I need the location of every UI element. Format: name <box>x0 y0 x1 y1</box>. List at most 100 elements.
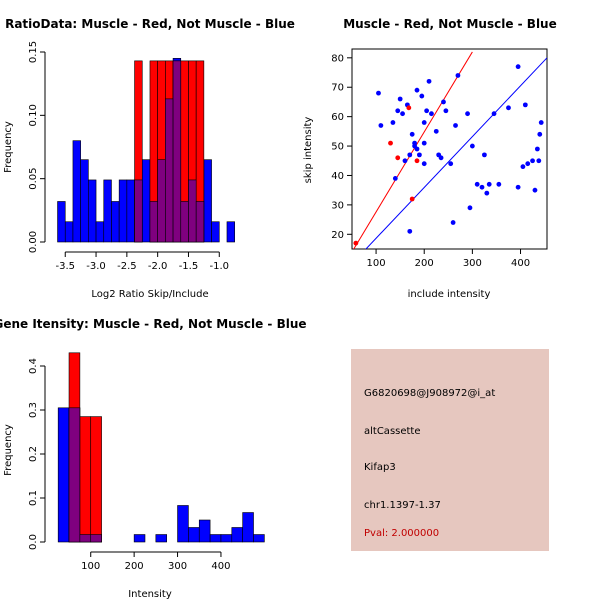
ratio-blue-bar <box>226 221 235 243</box>
probe-id: G6820698@J908972@i_at <box>364 388 495 399</box>
ratio-overlap-bar <box>172 60 182 243</box>
intensity-scatter-xlabel: include intensity <box>408 289 491 300</box>
ratio-blue-bar <box>80 159 89 243</box>
blue-point <box>465 111 470 117</box>
blue-point <box>474 181 480 187</box>
ratio-blue-bar <box>72 140 81 243</box>
ratio-x-tick-label: -3.5 <box>55 261 75 272</box>
ratio-x-tick-label: -1.5 <box>179 261 199 272</box>
intensity-red-bar <box>79 416 92 543</box>
red-point <box>406 105 412 111</box>
ratio-blue-bar <box>64 221 74 243</box>
ratio-blue-bar <box>103 179 112 243</box>
blue-point <box>486 181 492 187</box>
ratio-histogram-axes: -3.5 -3.0 -2.5 -2.0 -1.5 -1.0 0.00 0.05 0.10 0.15 <box>28 41 229 272</box>
intensity-blue-bar <box>188 527 200 543</box>
intensity-scatter-ylabel: skip intensity <box>303 117 314 184</box>
intensity-scatter: Muscle - Red, Not Muscle - Blue 100 200 30… <box>303 17 557 300</box>
intensity-histogram: Gene Itensity: Muscle - Red, Not Muscle … <box>0 317 307 600</box>
blue-point <box>448 161 454 167</box>
intensity-histogram-title: Gene Itensity: Muscle - Red, Not Muscle … <box>0 317 307 331</box>
intensity-overlap-bar <box>68 407 81 543</box>
blue-point <box>491 111 497 117</box>
blue-point <box>515 184 521 190</box>
blue-point <box>515 64 521 70</box>
intensity-scatter-title: Muscle - Red, Not Muscle - Blue <box>343 17 557 31</box>
blue-point <box>530 158 535 164</box>
blue-point <box>467 205 473 211</box>
blue-point <box>455 73 461 78</box>
intensity-y-tick-label: 0.2 <box>28 446 39 462</box>
scatter-fit-lines <box>353 51 547 249</box>
blue-point <box>453 123 458 128</box>
intensity-y-tick-label: 0.1 <box>28 490 39 506</box>
blue-point <box>392 176 398 181</box>
blue-point <box>496 181 502 187</box>
blue-fit-line <box>365 57 547 249</box>
scatter-y-tick-label: 20 <box>331 230 344 241</box>
red-point <box>395 155 401 161</box>
intensity-blue-bar <box>231 527 243 543</box>
blue-point <box>412 140 417 146</box>
blue-point <box>506 105 511 111</box>
blue-point <box>414 87 420 93</box>
intensity-blue-bar <box>209 534 222 543</box>
scatter-y-tick-label: 70 <box>331 83 344 94</box>
event-type: altCassette <box>364 426 421 437</box>
blue-point <box>443 108 449 114</box>
ratio-y-tick-label: 0.00 <box>28 231 39 253</box>
intensity-blue-bar <box>133 534 146 543</box>
ratio-blue-bar <box>57 201 66 243</box>
p-value: Pval: 2.000000 <box>364 528 439 539</box>
blue-point <box>419 93 425 99</box>
blue-point <box>417 152 422 158</box>
blue-point <box>402 158 408 164</box>
blue-point <box>421 161 427 167</box>
intensity-histogram-bars <box>57 352 265 543</box>
blue-point <box>390 120 396 125</box>
ratio-x-tick-label: -2.5 <box>117 261 137 272</box>
ratio-overlap-bar <box>165 98 174 243</box>
scatter-x-tick-label: 200 <box>415 258 434 269</box>
ratio-x-tick-label: -1.0 <box>210 261 230 272</box>
blue-point <box>407 152 413 158</box>
ratio-histogram: RatioData: Muscle - Red, Not Muscle - Bl… <box>3 17 295 300</box>
ratio-blue-bar <box>111 201 120 243</box>
intensity-histogram-xlabel: Intensity <box>128 589 172 600</box>
intensity-x-tick-label: 100 <box>81 561 100 572</box>
intensity-blue-bar <box>253 534 265 543</box>
ratio-overlap-bar <box>188 179 197 243</box>
intensity-overlap-bar <box>90 534 102 543</box>
intensity-blue-bar <box>155 534 167 543</box>
blue-point <box>397 96 403 102</box>
red-point <box>409 196 415 202</box>
scatter-x-tick-label: 300 <box>463 258 482 269</box>
blue-point <box>378 123 384 128</box>
ratio-overlap-bar <box>134 179 143 243</box>
scatter-y-tick-label: 30 <box>331 200 344 211</box>
red-point <box>414 158 420 164</box>
ratio-histogram-title: RatioData: Muscle - Red, Not Muscle - Bl… <box>5 17 295 31</box>
blue-point <box>450 220 456 225</box>
blue-point <box>414 146 420 152</box>
ratio-overlap-bar <box>149 201 158 243</box>
blue-point <box>409 131 415 137</box>
intensity-histogram-ylabel: Frequency <box>3 424 14 476</box>
blue-point <box>429 111 434 117</box>
intensity-blue-bar <box>220 534 233 543</box>
intensity-blue-bar <box>242 512 254 543</box>
ratio-blue-bar <box>88 179 97 243</box>
intensity-y-tick-label: 0.3 <box>28 402 39 418</box>
intensity-blue-bar <box>177 505 189 543</box>
info-panel-background <box>351 349 549 551</box>
ratio-x-tick-label: -3.0 <box>86 261 106 272</box>
ratio-y-tick-label: 0.15 <box>28 41 39 63</box>
blue-point <box>438 155 444 161</box>
ratio-histogram-ylabel: Frequency <box>3 121 14 173</box>
blue-point <box>525 161 531 167</box>
red-point <box>388 140 393 146</box>
ratio-histogram-bars <box>57 58 235 243</box>
scatter-points <box>353 64 544 246</box>
scatter-x-tick-label: 100 <box>367 258 386 269</box>
